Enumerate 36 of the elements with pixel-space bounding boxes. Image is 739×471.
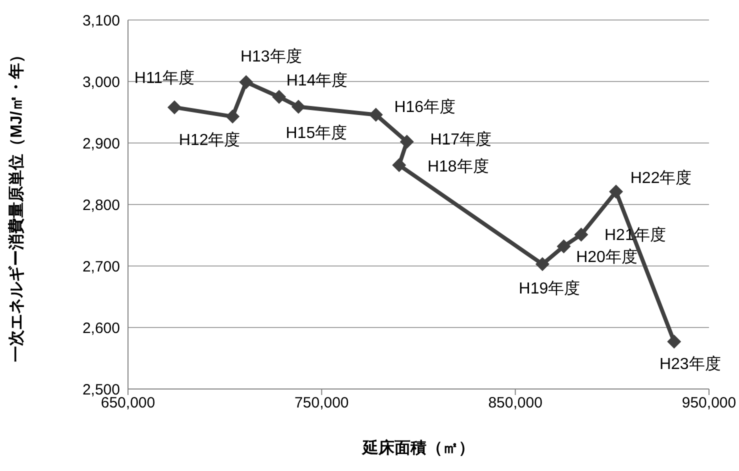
annotation: H23年度	[659, 355, 721, 374]
annotation: H12年度	[178, 131, 240, 150]
point	[226, 110, 240, 124]
point	[535, 257, 550, 272]
annotation: H16年度	[394, 98, 456, 116]
point	[667, 334, 682, 349]
annotation: H11年度	[134, 68, 195, 87]
annotation: H20年度	[576, 248, 638, 266]
x-tick-label: 750,000	[294, 394, 349, 412]
y-tick-label: 2,700	[82, 258, 120, 276]
y-tick-label: 3,100	[82, 12, 120, 30]
point	[239, 75, 254, 90]
point	[574, 228, 588, 242]
point	[556, 239, 571, 254]
annotation: H15年度	[286, 124, 348, 142]
x-tick-label: 950,000	[682, 394, 736, 412]
annotation: H22年度	[630, 169, 692, 188]
y-axis-title: 一次エネルギー消費量原単位（MJ/㎡・年）	[8, 47, 26, 362]
y-tick-label: 2,900	[82, 135, 120, 152]
y-tick-label: 2,600	[82, 320, 120, 337]
point	[400, 134, 414, 149]
point	[272, 90, 286, 104]
point	[291, 100, 306, 114]
point	[609, 184, 624, 199]
x-axis-title: 延床面積（㎡）	[362, 439, 474, 457]
point	[167, 100, 182, 114]
annotation: H14年度	[286, 71, 348, 90]
annotation: H19年度	[518, 280, 580, 298]
y-tick-label: 3,000	[82, 74, 120, 91]
annotation: H13年度	[240, 48, 302, 66]
x-tick-label: 850,000	[488, 394, 542, 412]
point	[392, 158, 406, 172]
y-tick-label: 2,800	[82, 196, 120, 214]
point	[368, 108, 383, 122]
annotation: H17年度	[430, 130, 492, 148]
annotation: H18年度	[427, 158, 489, 176]
